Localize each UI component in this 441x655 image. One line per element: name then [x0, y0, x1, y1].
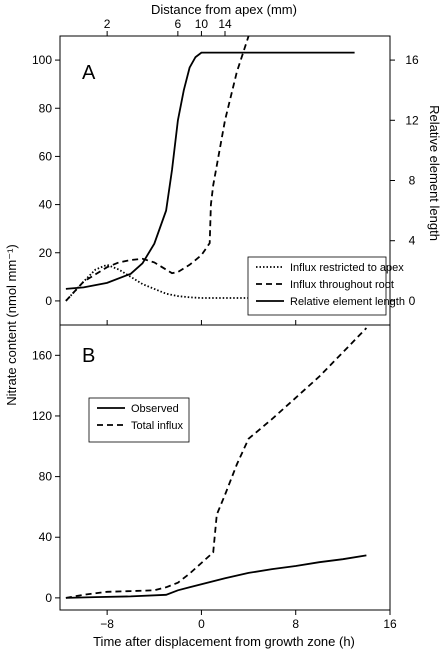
y-tick-label: 0 [45, 591, 52, 605]
y-tick-label: 60 [39, 149, 53, 163]
panel-b: 0 40 80 120 160 −8 0 8 16 B Observed Total influx [32, 324, 397, 631]
y2-tick-label: 8 [409, 174, 416, 188]
y-tick-label: 40 [39, 530, 53, 544]
top-tick-label: 14 [218, 17, 232, 31]
legend-label: Relative element length [290, 296, 405, 308]
legend-label: Observed [131, 403, 179, 415]
left-axis-label: Nitrate content (nmol mm⁻¹) [4, 244, 19, 405]
x-tick-label: 8 [292, 617, 299, 631]
top-axis-label: Distance from apex (mm) [151, 2, 297, 17]
y2-tick-label: 16 [405, 53, 419, 67]
panel-letter: A [82, 62, 96, 84]
y2-tick-label: 12 [405, 113, 419, 127]
series-line-influx-throughout-root [65, 36, 250, 302]
top-tick-label: 2 [104, 17, 111, 31]
legend-label: Total influx [131, 420, 183, 432]
x-tick-label: 16 [383, 617, 397, 631]
legend-box [88, 397, 190, 443]
right-axis-label: Relative element length [427, 105, 441, 241]
x-tick-label: 0 [198, 617, 205, 631]
y-tick-label: 20 [39, 246, 53, 260]
y-tick-label: 160 [32, 348, 52, 362]
legend-label: Influx throughout root [290, 279, 394, 291]
y2-tick-label: 4 [409, 234, 416, 248]
y2-tick-label: 0 [409, 294, 416, 308]
plot-frame [59, 324, 391, 611]
y-tick-label: 40 [39, 198, 53, 212]
bottom-axis-label: Time after displacement from growth zone… [93, 634, 355, 649]
series-line-relative-element-length [65, 51, 355, 290]
x-tick-label: −8 [100, 617, 114, 631]
series-line-total-influx [65, 327, 368, 599]
top-tick-label: 10 [195, 17, 209, 31]
series-line-influx-restricted-to-apex [65, 263, 355, 302]
y-tick-label: 120 [32, 409, 52, 423]
legend-label: Influx restricted to apex [290, 262, 404, 274]
y-tick-label: 0 [45, 294, 52, 308]
panel-letter: B [82, 345, 95, 367]
y-tick-label: 100 [32, 53, 52, 67]
y-tick-label: 80 [39, 101, 53, 115]
top-tick-label: 6 [175, 17, 182, 31]
series-line-observed [65, 554, 367, 599]
panel-a: 0 20 40 60 80 100 0 4 8 12 16 2 6 10 14 A Influx restric… [32, 17, 419, 326]
y-tick-label: 80 [39, 470, 53, 484]
